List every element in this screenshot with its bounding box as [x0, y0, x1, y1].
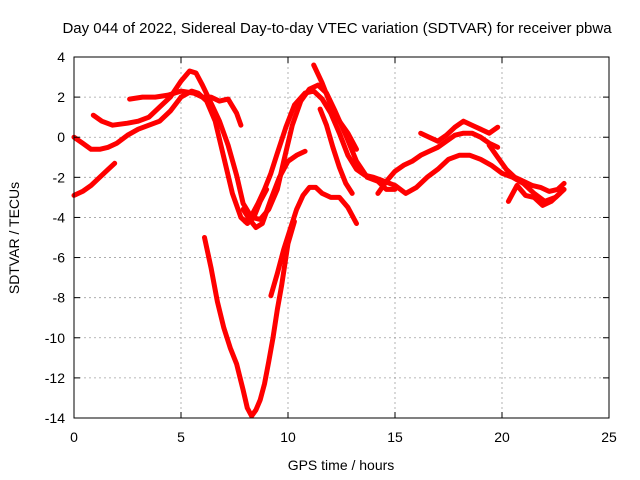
series-arc-10: [317, 106, 355, 196]
y-axis-label: SDTVAR / TECUs: [6, 182, 22, 294]
plot-frame: [73, 56, 610, 419]
x-tick-label: 25: [601, 429, 617, 445]
series-arc-1: [71, 88, 270, 226]
series-arc-14: [505, 182, 563, 208]
x-tick-label: 0: [70, 429, 78, 445]
y-tick-label: 4: [57, 49, 65, 65]
y-tick-label: -14: [45, 410, 65, 426]
y-tick-label: -2: [53, 169, 66, 185]
y-tick-label: 2: [57, 89, 65, 105]
x-tick-label: 5: [177, 429, 185, 445]
series-arc-4: [71, 160, 118, 198]
chart-title: Day 044 of 2022, Sidereal Day-to-day VTE…: [62, 20, 612, 37]
y-tick-label: -8: [53, 290, 66, 306]
series-arc-2: [90, 68, 398, 222]
series-arc-11: [375, 130, 501, 196]
series-arc-13: [486, 142, 567, 194]
series-arc-7: [240, 148, 308, 230]
series-arc-12: [418, 118, 501, 144]
x-tick-label: 20: [494, 429, 510, 445]
y-tick-label: -6: [53, 250, 66, 266]
x-axis-label: GPS time / hours: [288, 457, 395, 473]
series-arc-6: [268, 184, 359, 299]
x-tick-label: 15: [387, 429, 403, 445]
data-series: [71, 62, 567, 419]
series-arc-3: [127, 88, 244, 128]
y-tick-label: -10: [45, 330, 65, 346]
x-tick-label: 10: [280, 429, 296, 445]
y-tick-label: -4: [53, 209, 66, 225]
y-tick-label: 0: [57, 129, 65, 145]
series-arc-9: [311, 62, 359, 152]
series-arc-5: [202, 219, 297, 419]
y-tick-label: -12: [45, 370, 65, 386]
